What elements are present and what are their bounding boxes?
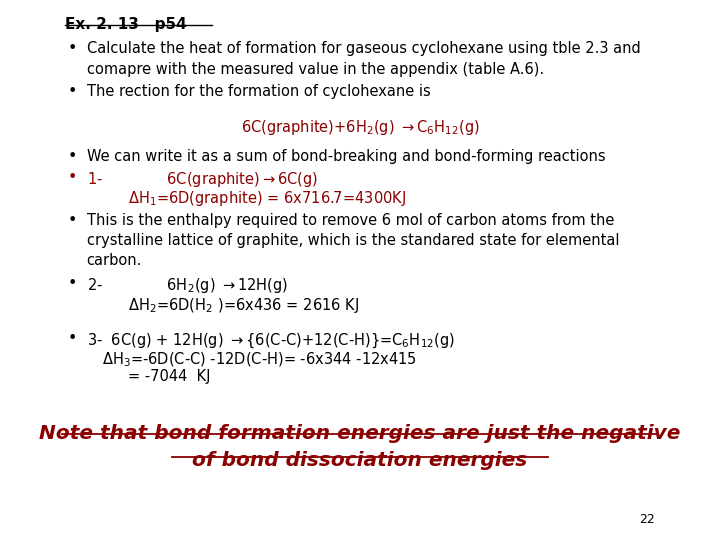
Text: The rection for the formation of cyclohexane is: The rection for the formation of cyclohe…: [86, 84, 431, 99]
Text: 1-              6C(graphite)$\rightarrow$6C(g): 1- 6C(graphite)$\rightarrow$6C(g): [86, 170, 318, 189]
Text: •: •: [68, 150, 77, 164]
Text: Calculate the heat of formation for gaseous cyclohexane using tble 2.3 and
comap: Calculate the heat of formation for gase…: [86, 42, 641, 77]
Text: •: •: [68, 331, 77, 346]
Text: 6C(graphite)+6H$_2$(g) $\rightarrow$C$_6$H$_{12}$(g): 6C(graphite)+6H$_2$(g) $\rightarrow$C$_6…: [240, 118, 480, 138]
Text: Note that bond formation energies are just the negative
of bond dissociation ene: Note that bond formation energies are ju…: [40, 424, 680, 470]
Text: 2-              6H$_2$(g) $\rightarrow$12H(g): 2- 6H$_2$(g) $\rightarrow$12H(g): [86, 276, 288, 295]
Text: We can write it as a sum of bond-breaking and bond-forming reactions: We can write it as a sum of bond-breakin…: [86, 150, 606, 164]
Text: •: •: [68, 42, 77, 56]
Text: •: •: [68, 170, 77, 185]
Text: This is the enthalpy required to remove 6 mol of carbon atoms from the
crystalli: This is the enthalpy required to remove …: [86, 213, 619, 268]
Text: Ex. 2. 13   p54: Ex. 2. 13 p54: [65, 17, 186, 32]
Text: = -7044  KJ: = -7044 KJ: [127, 369, 210, 384]
Text: $\Delta$H$_2$=6D(H$_2$ )=6x436 = 2616 KJ: $\Delta$H$_2$=6D(H$_2$ )=6x436 = 2616 KJ: [127, 295, 359, 314]
Text: 22: 22: [639, 513, 655, 526]
Text: $\Delta$H$_3$=-6D(C-C) -12D(C-H)= -6x344 -12x415: $\Delta$H$_3$=-6D(C-C) -12D(C-H)= -6x344…: [102, 350, 418, 369]
Text: •: •: [68, 84, 77, 99]
Text: 3-  6C(g) + 12H(g) $\rightarrow${6(C-C)+12(C-H)}=C$_6$H$_{12}$(g): 3- 6C(g) + 12H(g) $\rightarrow${6(C-C)+1…: [86, 331, 454, 349]
Text: $\Delta$H$_1$=6D(graphite) = 6x716.7=4300KJ: $\Delta$H$_1$=6D(graphite) = 6x716.7=430…: [127, 189, 405, 208]
Text: •: •: [68, 213, 77, 227]
Text: •: •: [68, 276, 77, 292]
